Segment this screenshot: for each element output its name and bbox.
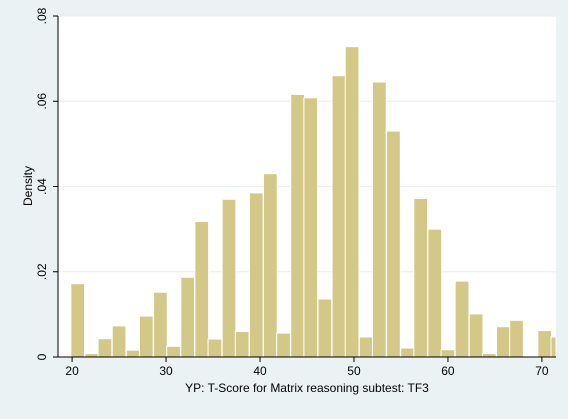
- histogram-bar: [97, 338, 113, 358]
- histogram-bar: [262, 173, 278, 358]
- histogram-bar: [427, 228, 443, 358]
- histogram-bar: [194, 220, 210, 358]
- histogram-bar: [400, 347, 415, 358]
- histogram-bar: [180, 276, 196, 358]
- y-tick-label: .02: [35, 263, 49, 280]
- histogram-bar: [166, 345, 181, 358]
- histogram-bar: [303, 97, 319, 358]
- histogram-bar: [550, 336, 557, 358]
- histogram-bar: [371, 81, 387, 358]
- y-tick-label: 0: [35, 353, 49, 360]
- histogram-bar: [234, 330, 250, 358]
- histogram-bar: [509, 319, 524, 358]
- histogram-bar: [440, 349, 456, 358]
- histogram-bar: [331, 75, 347, 358]
- histogram-bar: [537, 330, 553, 358]
- x-tick-label: 70: [535, 364, 549, 378]
- histogram-bar: [207, 338, 223, 358]
- histogram-bar: [358, 336, 374, 358]
- histogram-bar: [317, 298, 333, 358]
- histogram-bar: [290, 93, 305, 358]
- histogram-bars: [70, 46, 557, 358]
- y-tick-label: .06: [35, 93, 49, 110]
- histogram-bar: [138, 315, 154, 358]
- histogram-bar: [481, 353, 497, 358]
- histogram-bar: [70, 283, 86, 358]
- histogram-bar: [153, 291, 168, 358]
- histogram-bar: [276, 332, 291, 358]
- x-tick-label: 40: [253, 364, 267, 378]
- histogram-bar: [496, 326, 511, 358]
- histogram-bar: [468, 313, 484, 358]
- x-tick-label: 50: [347, 364, 361, 378]
- y-tick-label: .08: [35, 7, 49, 24]
- histogram-bar: [221, 198, 237, 358]
- histogram-bar: [248, 192, 264, 358]
- histogram-bar: [84, 353, 100, 358]
- histogram-bar: [386, 130, 401, 358]
- y-axis-label: Density: [21, 166, 35, 206]
- y-tick-label: .04: [35, 178, 49, 195]
- histogram-bar: [413, 197, 429, 358]
- x-tick-label: 60: [441, 364, 455, 378]
- histogram-bar: [454, 280, 470, 358]
- x-tick-label: 30: [159, 364, 173, 378]
- x-tick-label: 20: [65, 364, 79, 378]
- histogram-bar: [344, 46, 360, 358]
- histogram-bar: [125, 349, 141, 358]
- x-axis-label: YP: T-Score for Matrix reasoning subtest…: [185, 381, 429, 395]
- tick-labels: 20 30 40 50 60 70 0 .02 .04 .06 .08: [35, 7, 549, 378]
- histogram-bar: [111, 325, 127, 358]
